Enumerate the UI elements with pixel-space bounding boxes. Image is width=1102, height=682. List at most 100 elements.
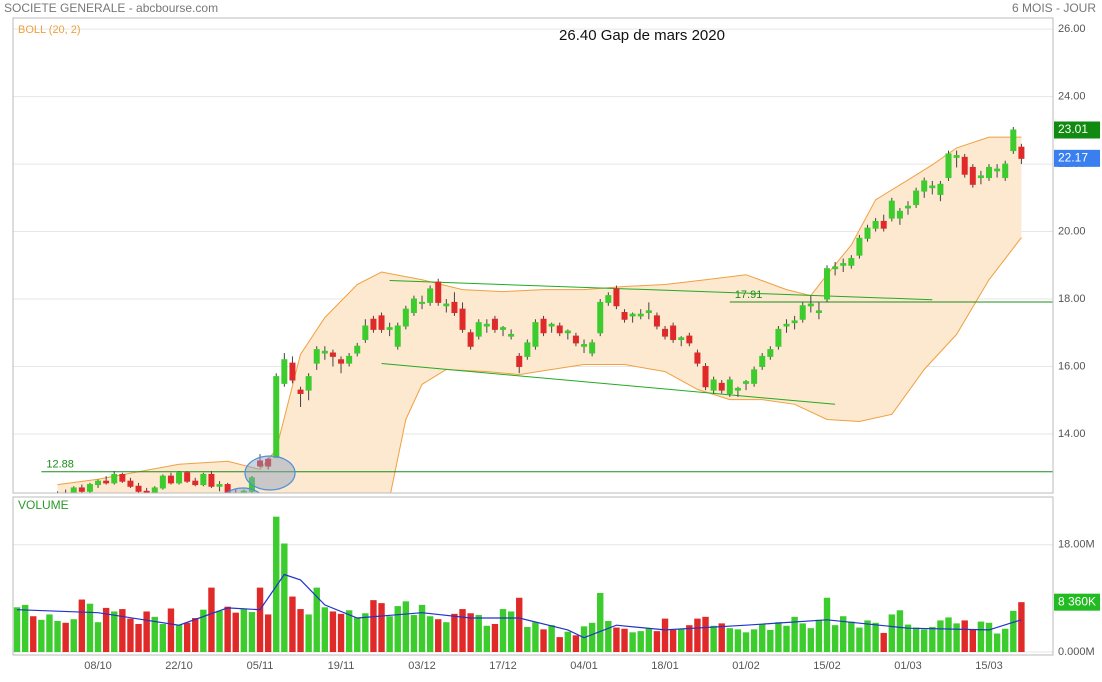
candle-body [176,472,183,484]
volume-bar [232,612,239,652]
volume-bar [597,592,604,652]
candle-body [945,153,952,179]
volume-bar [807,628,815,652]
candle-body [556,325,563,334]
candle-body [613,288,620,307]
volume-bar [451,613,458,652]
candle-body [167,475,174,484]
volume-bar [329,611,337,652]
candle-body [540,318,547,334]
volume-bar [767,629,774,652]
volume-bar [945,617,952,652]
volume-bar [896,610,904,652]
y-tick-label: 0.000M [1058,646,1095,658]
candle-body [297,389,304,394]
volume-frame [12,496,1054,656]
x-tick-label: 01/03 [894,660,922,672]
volume-bar [775,622,782,652]
y-tick-label: 18.00M [1058,539,1095,551]
candle-body [435,281,442,303]
candle-body [508,333,515,337]
volume-bar [370,600,377,652]
candle-body [621,312,628,320]
volume-bar [78,599,86,652]
volume-bar [305,614,312,652]
candle-body [686,335,693,344]
candle-body [313,349,320,364]
volume-badge [1054,593,1100,611]
volume-bar [953,623,960,652]
candle-body [1002,163,1009,179]
volume-bar [726,628,734,652]
candle-body [840,263,847,266]
volume-bar [467,613,474,652]
candle-body [775,328,782,347]
volume-bar [864,620,871,652]
candle-body [103,480,110,484]
volume-bar [13,607,21,652]
x-tick-label: 17/12 [489,660,517,672]
volume-bar [86,603,94,652]
volume-bar [548,625,555,652]
volume-bar [540,629,547,652]
candle-body [338,359,345,364]
candle-body [953,155,960,158]
candle-body [589,342,596,354]
volume-bar [426,616,434,652]
candle-body [419,301,426,304]
candle-body [710,379,717,391]
candle-body [354,345,361,354]
candle-body [70,487,77,493]
volume-bar [111,611,118,652]
volume-bar [969,629,977,652]
volume-bar [904,624,912,652]
candle-body [548,323,555,327]
candle-body [848,258,855,266]
volume-bar [273,516,280,652]
candle-body [734,387,741,391]
volume-panel [13,516,1025,652]
candle-body [524,342,531,357]
x-tick-label: 03/12 [408,660,436,672]
price-badge-label: 22.17 [1058,151,1088,165]
candle-body [273,376,280,459]
volume-bar [435,619,442,652]
volume-bar [46,614,53,652]
volume-bar [710,625,717,652]
volume-bar [30,616,37,652]
header: SOCIETE GENERALE - abcbourse.com [4,1,218,15]
candle-body [467,332,474,347]
volume-bar [783,625,790,652]
candle-body [386,327,393,330]
price-panel: 12.88 17.91 [41,126,1053,493]
candle-body [500,327,507,330]
volume-bar [872,622,879,652]
candle-body [807,303,814,307]
volume-bar [750,629,758,652]
x-tick-label: 05/11 [247,660,274,672]
trendline [381,363,836,405]
price-badge [1054,149,1100,167]
candle-body [759,355,766,367]
candle-body [653,315,660,327]
volume-bar [248,612,256,652]
volume-bar [985,622,993,652]
highlight-circle [225,487,261,493]
candle-body [629,313,636,317]
indicator-label: BOLL (20, 2) [18,24,81,36]
candle-body [402,308,409,327]
candle-body [289,362,296,381]
y-tick-label: 14.00 [1058,428,1086,440]
candle-body [151,487,158,493]
candle-body [670,325,677,341]
candle-body [516,355,523,367]
candle-body [888,200,895,219]
volume-bar [143,611,150,652]
volume-bar [345,610,353,652]
volume-bar [289,596,296,652]
candle-body [78,487,85,492]
candle-body [743,381,750,384]
candle-body [111,473,118,484]
candle-body [127,480,134,487]
volume-bar [418,604,426,652]
